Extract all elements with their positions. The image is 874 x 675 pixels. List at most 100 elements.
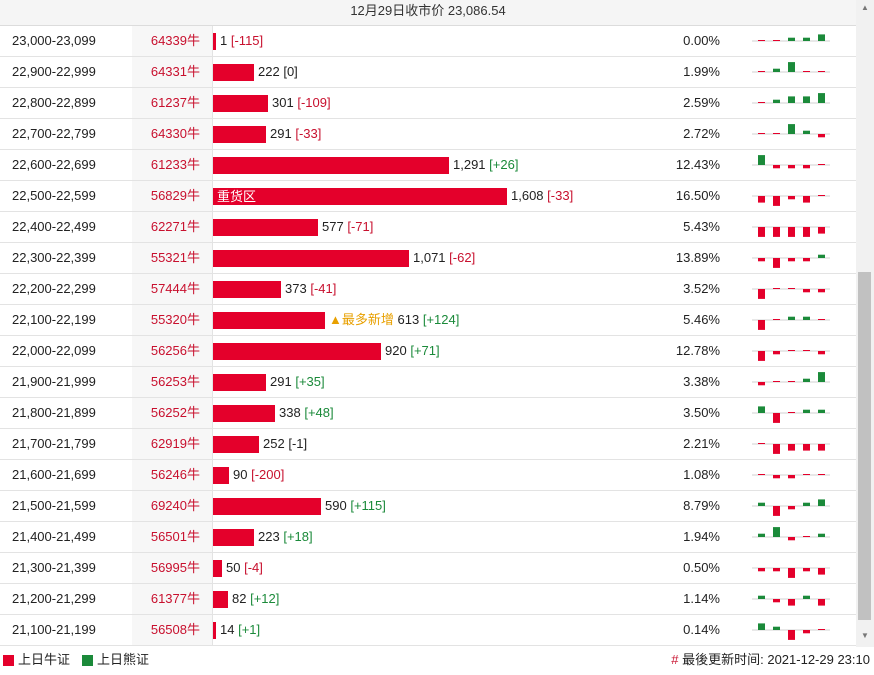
sparkline-bar — [788, 124, 795, 134]
count-value: 613 — [397, 312, 420, 327]
sparkline-bar — [788, 537, 795, 541]
column-divider — [212, 181, 213, 211]
count-value: 373 — [285, 281, 307, 296]
volume-bar — [213, 436, 259, 453]
cbbc-code-link[interactable]: 56829牛 — [132, 181, 212, 211]
cbbc-code-link[interactable]: 56253牛 — [132, 367, 212, 397]
volume-value: 291 [+35] — [270, 367, 325, 397]
volume-bar — [213, 529, 254, 546]
sparkline-bar — [788, 599, 795, 606]
percentage: 0.50% — [683, 560, 720, 575]
sparkline-bar — [803, 258, 810, 262]
cbbc-code-link[interactable]: 56256牛 — [132, 336, 212, 366]
sparkline-bar — [818, 351, 825, 355]
percentage: 3.38% — [683, 374, 720, 389]
price-range: 21,300-21,399 — [12, 560, 96, 575]
sparkline-bar — [788, 444, 795, 451]
count-value: 301 — [272, 95, 294, 110]
sparkline-bar — [818, 289, 825, 293]
table-row: 21,100-21,199 56508牛 14 [+1] 0.14% — [0, 615, 856, 646]
change-value: [-41] — [310, 281, 337, 296]
page-title: 12月29日收市价 23,086.54 — [0, 0, 856, 26]
cbbc-code-link[interactable]: 56508牛 — [132, 615, 212, 645]
trend-sparkline — [752, 155, 830, 169]
sparkline-bar — [773, 626, 780, 630]
cbbc-code-link[interactable]: 61237牛 — [132, 88, 212, 118]
cbbc-code-link[interactable]: 62271牛 — [132, 212, 212, 242]
count-value: 920 — [385, 343, 407, 358]
cbbc-code-link[interactable]: 64339牛 — [132, 26, 212, 56]
sparkline-bar — [758, 133, 765, 134]
volume-bar — [213, 343, 381, 360]
sparkline-bar — [773, 351, 780, 355]
count-value: 50 — [226, 560, 241, 575]
cbbc-code-link[interactable]: 55321牛 — [132, 243, 212, 273]
cbbc-code-link[interactable]: 69240牛 — [132, 491, 212, 521]
trend-sparkline — [752, 567, 830, 578]
volume-bar — [213, 157, 449, 174]
cbbc-code-link[interactable]: 62919牛 — [132, 429, 212, 459]
volume-value: 50 [-4] — [226, 553, 263, 583]
sparkline-bar — [773, 288, 780, 289]
cbbc-code-link[interactable]: 61377牛 — [132, 584, 212, 614]
cbbc-code-link[interactable]: 56995牛 — [132, 553, 212, 583]
volume-value: 1 [-115] — [220, 26, 263, 56]
sparkline-bar — [818, 93, 825, 103]
count-value: 291 — [270, 374, 292, 389]
footer: 上日牛证 上日熊证 # 最後更新时间: 2021-12-29 23:10 — [0, 650, 874, 675]
trend-sparkline — [752, 443, 830, 454]
volume-bar — [213, 560, 222, 577]
scroll-up-icon[interactable]: ▲ — [861, 3, 869, 12]
table-row: 22,600-22,699 61233牛 1,291 [+26] 12.43% — [0, 150, 856, 181]
cbbc-code-link[interactable]: 64330牛 — [132, 119, 212, 149]
scroll-thumb[interactable] — [858, 272, 871, 620]
bull-legend-swatch — [3, 655, 14, 666]
vertical-scrollbar[interactable]: ▲ ▼ — [856, 0, 874, 647]
cbbc-code-link[interactable]: 56501牛 — [132, 522, 212, 552]
cbbc-code-link[interactable]: 55320牛 — [132, 305, 212, 335]
table-row: 22,100-22,199 55320牛 ▲最多新增 613 [+124] 5.46% — [0, 305, 856, 336]
volume-value: ▲最多新增 613 [+124] — [329, 305, 459, 335]
sparkline-bar — [803, 227, 810, 237]
cbbc-code-link[interactable]: 57444牛 — [132, 274, 212, 304]
sparkline-bar — [758, 351, 765, 361]
cbbc-code-link[interactable]: 61233牛 — [132, 150, 212, 180]
trend-sparkline — [752, 288, 830, 299]
cbbc-code-link[interactable]: 56252牛 — [132, 398, 212, 428]
sparkline-bar — [758, 40, 765, 41]
trend-sparkline — [752, 595, 830, 606]
count-value: 1,071 — [413, 250, 446, 265]
percentage: 3.52% — [683, 281, 720, 296]
sparkline-bar — [818, 254, 825, 258]
sparkline-bar — [788, 316, 795, 320]
sparkline-bar — [773, 196, 780, 206]
change-value: [+12] — [250, 591, 280, 606]
scroll-down-icon[interactable]: ▼ — [861, 631, 869, 640]
update-time: 2021-12-29 23:10 — [767, 652, 870, 667]
table-row: 22,700-22,799 64330牛 291 [-33] 2.72% — [0, 119, 856, 150]
sparkline-bar — [773, 444, 780, 454]
percentage: 1.94% — [683, 529, 720, 544]
volume-bar — [213, 498, 321, 515]
table-row: 22,800-22,899 61237牛 301 [-109] 2.59% — [0, 88, 856, 119]
sparkline-bar — [818, 319, 825, 320]
volume-value: 373 [-41] — [285, 274, 336, 304]
cbbc-code-link[interactable]: 64331牛 — [132, 57, 212, 87]
sparkline-bar — [803, 502, 810, 506]
column-divider — [212, 367, 213, 397]
cbbc-code-link[interactable]: 56246牛 — [132, 460, 212, 490]
update-label: 最後更新时间: — [682, 652, 764, 667]
sparkline-bar — [818, 499, 825, 506]
table-row: 21,700-21,799 62919牛 252 [-1] 2.21% — [0, 429, 856, 460]
sparkline-bar — [788, 37, 795, 41]
trend-sparkline — [752, 124, 830, 138]
column-divider — [212, 615, 213, 645]
cbbc-distribution-table: 23,000-23,099 64339牛 1 [-115] 0.00% 22,900-2… — [0, 26, 856, 646]
change-value: [-71] — [347, 219, 374, 234]
volume-bar — [213, 64, 254, 81]
trend-sparkline — [752, 623, 830, 640]
price-range: 22,600-22,699 — [12, 157, 96, 172]
sparkline-bar — [758, 595, 765, 599]
sparkline-bar — [803, 196, 810, 203]
volume-bar — [213, 591, 228, 608]
